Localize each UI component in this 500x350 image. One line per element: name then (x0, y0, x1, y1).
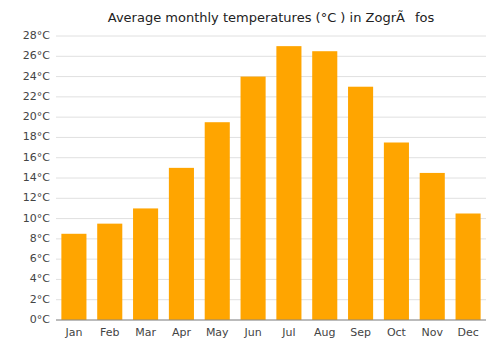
y-tick-label: 14°C (23, 171, 50, 184)
x-tick-label: Jan (64, 326, 82, 339)
bar (420, 173, 445, 320)
bar (456, 214, 481, 321)
x-tick-label: Nov (422, 326, 444, 339)
x-tick-label: Jun (243, 326, 261, 339)
x-axis-line (56, 320, 486, 321)
title: Average monthly temperatures (°C ) in Zo… (108, 10, 435, 25)
x-tick-label: May (206, 326, 229, 339)
x-tick-label: Sep (350, 326, 371, 339)
x-tick-label: Dec (457, 326, 478, 339)
bar (133, 208, 158, 320)
y-tick-label: 10°C (23, 212, 50, 225)
y-tick-label: 4°C (30, 272, 50, 285)
y-tick-label: 12°C (23, 191, 50, 204)
x-tick-label: Feb (100, 326, 119, 339)
bar (97, 224, 122, 320)
bar (169, 168, 194, 320)
bar (384, 143, 409, 321)
y-tick-label: 18°C (23, 130, 50, 143)
y-tick-label: 20°C (23, 110, 50, 123)
y-tick-label: 22°C (23, 90, 50, 103)
x-axis: Jan Feb Mar Apr May Jun Jul Aug Sep Oct Nov Dec (56, 320, 486, 339)
y-tick-label: 8°C (30, 232, 50, 245)
bar (276, 46, 301, 320)
x-tick-label: Aug (314, 326, 335, 339)
x-tick-label: Apr (172, 326, 192, 339)
x-tick-label: Mar (135, 326, 156, 339)
bar (205, 122, 230, 320)
y-tick-label: 0°C (30, 313, 50, 326)
grid-line (56, 137, 486, 138)
y-axis: 0°C 2°C 4°C 6°C 8°C 10°C 12°C 14°C 16°C 18°C 20°C 2… (23, 29, 50, 326)
grid-line (56, 56, 486, 57)
bar (348, 87, 373, 320)
bars (61, 46, 480, 320)
x-tick-label: Jul (281, 326, 295, 339)
grid-line (56, 117, 486, 118)
grid-line (56, 36, 486, 37)
grid-line (56, 157, 486, 158)
bar (312, 51, 337, 320)
bar (61, 234, 86, 320)
chart: 0°C 2°C 4°C 6°C 8°C 10°C 12°C 14°C 16°C 18°C 20°C 2… (0, 0, 500, 350)
y-tick-label: 6°C (30, 252, 50, 265)
chart-container: 0°C 2°C 4°C 6°C 8°C 10°C 12°C 14°C 16°C 18°C 20°C 2… (0, 0, 500, 350)
grid-line (56, 96, 486, 97)
y-tick-label: 28°C (23, 29, 50, 42)
grid-line (56, 320, 486, 321)
y-tick-label: 2°C (30, 293, 50, 306)
y-tick-label: 26°C (23, 49, 50, 62)
y-tick-label: 16°C (23, 151, 50, 164)
grid-line (56, 76, 486, 77)
grid (56, 36, 486, 320)
x-tick-label: Oct (387, 326, 407, 339)
y-tick-label: 24°C (23, 70, 50, 83)
bar (241, 77, 266, 320)
